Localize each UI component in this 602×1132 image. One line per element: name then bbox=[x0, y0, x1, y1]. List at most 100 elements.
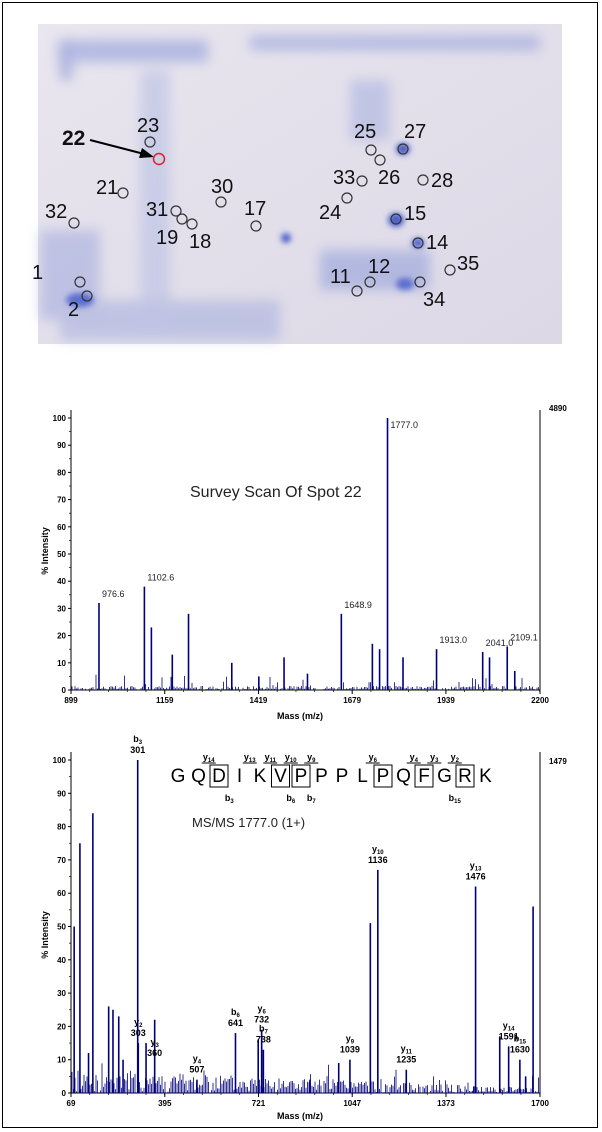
x-axis-title: Mass (m/z) bbox=[277, 1111, 323, 1121]
y-tick-label: 20 bbox=[57, 632, 66, 641]
fragment-box bbox=[373, 764, 393, 788]
fragment-box bbox=[209, 764, 229, 788]
sequence-residue: F bbox=[418, 766, 430, 787]
ion-mass-label: 360 bbox=[147, 1048, 162, 1058]
spot-label-30: 30 bbox=[211, 176, 233, 198]
y-ion-marker: y14 bbox=[203, 752, 215, 764]
chart-title: Survey Scan Of Spot 22 bbox=[190, 484, 362, 501]
ion-label: y3 bbox=[150, 1037, 159, 1049]
sequence-residue: D bbox=[212, 766, 226, 787]
gel-image bbox=[38, 24, 562, 344]
baseline-noise bbox=[71, 1063, 539, 1093]
sequence-residue: G bbox=[437, 766, 452, 787]
ion-label: y13 bbox=[470, 861, 482, 873]
peak-labels: 976.6 1102.6 1648.9 1777.0 1913.0 2041.02109.… bbox=[102, 420, 538, 648]
spot-label-33: 33 bbox=[333, 167, 355, 189]
sequence-residue: P bbox=[377, 766, 390, 787]
spot-32: 32 bbox=[45, 201, 80, 229]
spot-26: 26 bbox=[374, 154, 400, 189]
y-axis-title: % Intensity bbox=[40, 911, 50, 959]
arrow-head-icon bbox=[139, 148, 154, 158]
ion-label: b3 bbox=[133, 734, 143, 746]
baseline-noise bbox=[71, 674, 539, 690]
spot-label-26: 26 bbox=[378, 167, 400, 189]
spot-19: 19 bbox=[156, 213, 188, 249]
spot-label-27: 27 bbox=[404, 121, 426, 143]
ion-mass-label: 1039 bbox=[340, 1045, 360, 1055]
fragment-box bbox=[455, 764, 475, 788]
spot-12: 12 bbox=[364, 256, 390, 288]
spot-28: 28 bbox=[417, 170, 453, 192]
y-tick-label: 80 bbox=[57, 468, 66, 477]
fragment-box bbox=[291, 764, 311, 788]
y-tick-label: 90 bbox=[57, 441, 66, 450]
ion-label: y4 bbox=[193, 1054, 202, 1066]
ion-label: y9 bbox=[346, 1034, 355, 1046]
spot-label-32: 32 bbox=[45, 201, 67, 223]
gel-smears bbox=[40, 36, 540, 340]
y-tick-label: 80 bbox=[57, 823, 66, 832]
ion-mass-label: 1630 bbox=[510, 1045, 530, 1055]
ion-mass-label: 1235 bbox=[396, 1055, 416, 1065]
spot-14: 14 bbox=[412, 232, 448, 254]
spot-27: 27 bbox=[397, 121, 426, 155]
b-ion-marker: b15 bbox=[449, 793, 462, 805]
ion-label: y10 bbox=[372, 844, 384, 856]
ion-label: b7 bbox=[259, 1024, 269, 1036]
spot-31: 31 bbox=[146, 199, 182, 221]
spot-23: 23 bbox=[137, 115, 159, 148]
y-ion-marker: y4 bbox=[410, 752, 419, 764]
x-tick-label: 1700 bbox=[531, 1099, 549, 1108]
peak-label: 2041.0 bbox=[486, 638, 514, 648]
sequence-residue: L bbox=[357, 766, 368, 787]
ion-mass-label: 732 bbox=[254, 1015, 269, 1025]
y-ion-marker: y6 bbox=[369, 752, 378, 764]
y-tick-label: 60 bbox=[57, 523, 66, 532]
chart-title: MS/MS 1777.0 (1+) bbox=[192, 815, 305, 830]
ion-label: b15 bbox=[514, 1034, 527, 1046]
b-ion-marker: b6 bbox=[286, 793, 296, 805]
ion-label: y2 bbox=[134, 1017, 143, 1029]
spot-35: 35 bbox=[444, 253, 479, 276]
peak-label: 1102.6 bbox=[147, 573, 174, 583]
y-tick-label: 40 bbox=[57, 956, 66, 965]
gel-annotations: 22 1 2 11 12 14 15 17 18 19 21 23 24 25 … bbox=[32, 115, 479, 321]
spot-label-28: 28 bbox=[431, 170, 453, 192]
y-tick-label: 70 bbox=[57, 856, 66, 865]
ion-mass-label: 303 bbox=[131, 1028, 146, 1038]
b-ion-marker: b3 bbox=[225, 793, 235, 805]
spectrum-peaks bbox=[73, 760, 534, 1093]
spot-2: 2 bbox=[68, 290, 93, 321]
peak-label: 976.6 bbox=[102, 589, 125, 599]
y-ion-marker: y10 bbox=[285, 752, 297, 764]
y-tick-label: 10 bbox=[57, 1056, 66, 1065]
y-ion-marker: y9 bbox=[307, 752, 316, 764]
x-axis-title: Mass (m/z) bbox=[277, 711, 323, 721]
spot-label-35: 35 bbox=[457, 253, 479, 275]
y-tick-label: 70 bbox=[57, 496, 66, 505]
noise-trace bbox=[71, 674, 539, 690]
spot-22-circle bbox=[152, 152, 166, 166]
spot-label-2: 2 bbox=[68, 299, 79, 321]
peak-label: 1777.0 bbox=[391, 420, 419, 430]
ion-label: y11 bbox=[401, 1044, 413, 1056]
y-tick-label: 50 bbox=[57, 550, 66, 559]
ion-mass-label: 1591 bbox=[499, 1031, 519, 1041]
y-ion-marker: y13 bbox=[244, 752, 256, 764]
y-ion-marker: y2 bbox=[451, 752, 460, 764]
y-tick-label: 100 bbox=[53, 414, 67, 423]
x-tick-label: 1679 bbox=[343, 696, 361, 705]
x-tick-label: 721 bbox=[252, 1099, 266, 1108]
sequence-residue: P bbox=[336, 766, 349, 787]
spot-label-12: 12 bbox=[368, 256, 390, 278]
x-tick-label: 395 bbox=[158, 1099, 172, 1108]
spot-label-19: 19 bbox=[156, 227, 178, 249]
ion-label: y14 bbox=[503, 1020, 515, 1032]
spot-30: 30 bbox=[211, 176, 233, 208]
spot-label-23: 23 bbox=[137, 115, 159, 137]
spot-label-25: 25 bbox=[354, 121, 376, 143]
max-intensity-label: 1479 bbox=[549, 757, 567, 766]
ion-label: b6 bbox=[231, 1007, 241, 1019]
